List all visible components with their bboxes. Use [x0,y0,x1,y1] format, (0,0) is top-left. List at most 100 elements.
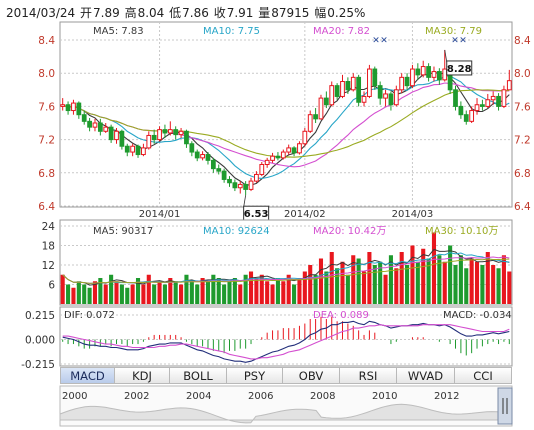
candle-body [210,159,216,170]
candle-body [388,93,394,106]
high-value: 8.04 [137,6,165,20]
candle-body [162,129,168,134]
tab-macd[interactable]: MACD [60,367,115,384]
volume-value: 87915 [271,6,310,20]
overview-area [59,403,513,424]
candle-body [291,147,297,154]
volume-bar [222,284,227,304]
candle-body [393,89,399,106]
volume-legend-ma10: MA10: 92624 [203,226,270,237]
macd-legend-dea: DEA: 0.089 [313,310,369,321]
candle-body [431,71,437,78]
volume-bar [243,274,248,304]
volume-bar [491,265,496,304]
candle-body [506,80,512,91]
volume-bar [66,284,71,304]
price-ytick-left: 8.0 [38,68,55,80]
volume-legend-ma30: MA30: 10.10万 [425,226,498,237]
candle-body [108,126,114,141]
candle-body [119,130,125,147]
volume-bar [437,255,442,304]
volume-bar [130,284,135,304]
candle-body [146,134,152,149]
price-panel: 6.4 6.4 6.8 6.8 7.2 7.2 7.6 7.6 8.0 8.0 8.4 8.4 2014… [38,21,531,221]
candle-body [410,68,415,87]
candle-body [81,114,87,122]
volume-bar [184,274,189,304]
volume-legend-ma5: MA5: 90317 [93,226,153,237]
volume-bar [324,271,329,304]
overview-panel[interactable]: 2000 2002 2004 2006 2008 2010 2012 [59,385,513,427]
candle-body [480,104,485,107]
price-ma10-line [62,75,510,179]
overview-year-label: 2002 [124,391,149,402]
candle-body [297,143,302,154]
candle-body [350,76,356,91]
volume-bar [211,274,216,304]
overview-year-label: 2012 [434,391,459,402]
tab-cci[interactable]: CCI [455,367,512,384]
volume-bar [227,281,232,304]
candle-body [259,164,265,175]
range-marker-icon: ✕ [459,36,467,46]
range-marker-icon: ✕ [451,36,459,46]
low-label: 低 [169,6,182,20]
volume-bar [480,265,485,304]
candle-body [469,110,475,122]
candle-body [141,147,146,156]
price-ytick-right: 7.2 [514,135,531,147]
price-ytick-left: 7.6 [38,101,55,113]
tab-wvad[interactable]: WVAD [397,367,455,384]
overview-year-label: 2004 [186,391,211,402]
volume-bar [216,278,221,304]
candle-body [221,170,227,180]
volume-bar [114,281,119,304]
volume-bar [399,252,404,304]
candle-body [383,93,388,99]
candle-body [243,183,249,190]
volume-bar [152,284,157,304]
range-marker-icon: ✕ [372,36,380,46]
candle-body [71,102,76,112]
candle-body [205,154,211,161]
overview-year-label: 2006 [248,391,273,402]
open-value: 7.89 [93,6,120,20]
tab-kdj[interactable]: KDJ [115,367,170,384]
tab-boll[interactable]: BOLL [170,367,227,384]
candle-body [167,129,173,134]
price-ytick-left: 6.8 [38,168,55,180]
price-ytick-left: 6.4 [38,201,55,213]
volume-bar [335,268,340,304]
candle-body [135,145,141,156]
volume-bar [248,271,254,304]
candle-body [130,145,136,153]
candle-body [420,66,426,76]
overview-year-label: 2000 [62,391,87,402]
annotation-leader [444,49,448,63]
tab-obv[interactable]: OBV [283,367,340,384]
volume-bar [87,287,92,304]
macd-legend-dif: DIF: 0.072 [64,310,115,321]
volume-bar [329,252,334,304]
quote-header: 2014/03/24 开7.89 高8.04 低7.86 收7.91 量8791… [6,4,366,21]
volume-ytick: 24 [42,221,56,233]
volume-bar [162,284,167,304]
volume-bar [146,274,151,304]
price-ytick-right: 8.0 [514,68,531,80]
volume-bar [496,268,501,304]
candle-body [216,168,222,172]
candle-body [501,89,507,107]
tab-rsi[interactable]: RSI [340,367,397,384]
volume-bar [469,258,474,304]
quote-date: 2014/03/24 [6,6,76,20]
volume-bar [431,232,437,304]
candle-body [227,178,232,184]
close-label: 收 [213,6,226,20]
candle-body [275,155,281,159]
tab-psy[interactable]: PSY [227,367,283,384]
candle-body [436,71,442,81]
price-ma30-line [62,89,510,158]
volume-bar [453,265,458,304]
volume-bar [173,281,178,304]
candle-body [340,81,345,97]
